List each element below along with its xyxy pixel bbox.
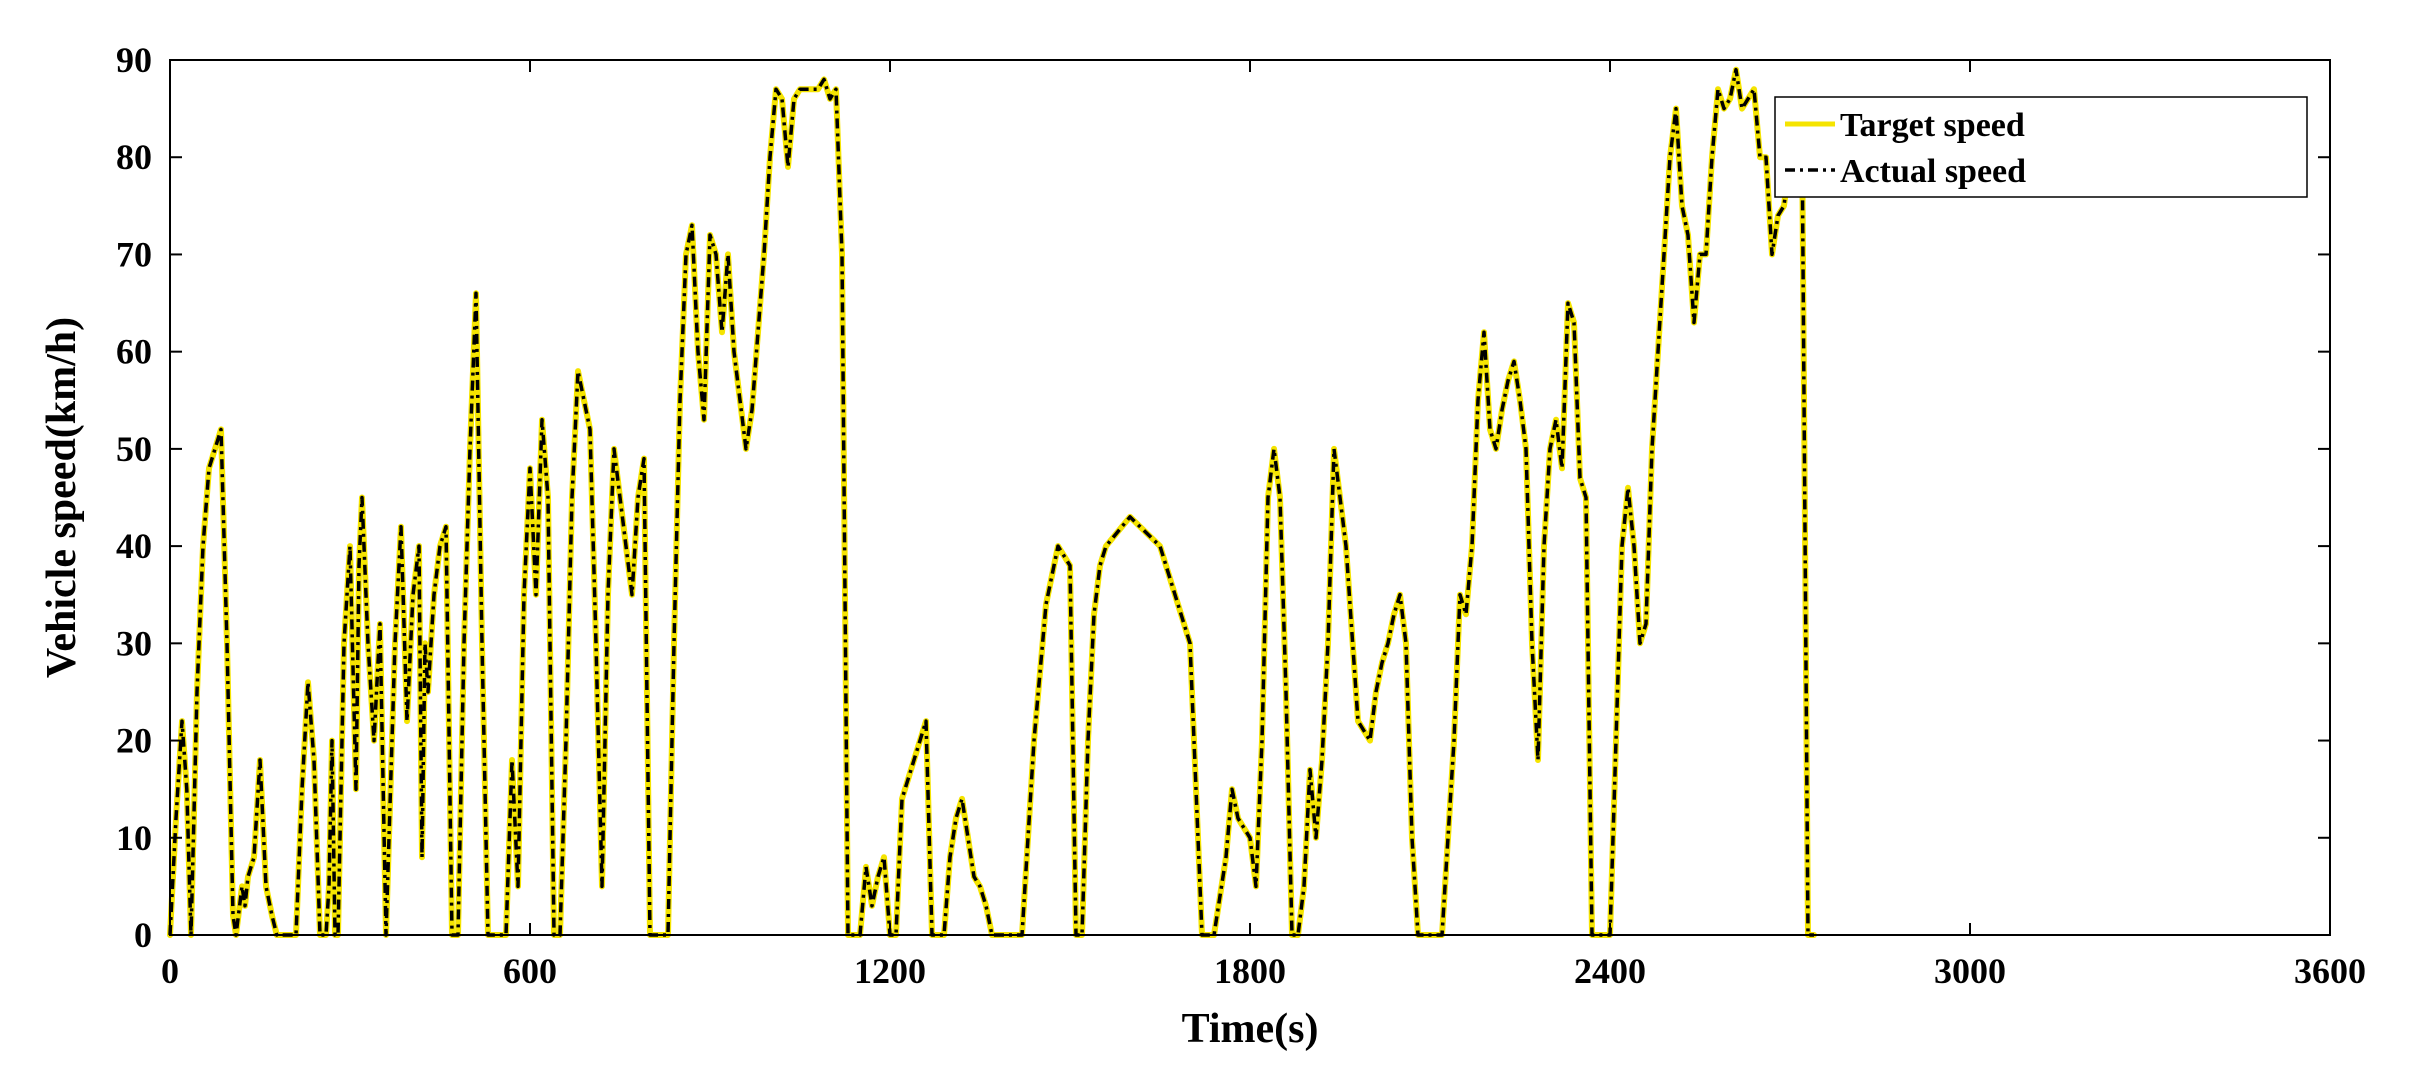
x-axis-label: Time(s) bbox=[1182, 1006, 1319, 1052]
y-tick-label: 10 bbox=[116, 818, 152, 858]
legend-box bbox=[1774, 96, 2308, 198]
x-tick-label: 3000 bbox=[1934, 951, 2006, 991]
y-tick-label: 90 bbox=[116, 40, 152, 80]
x-axis-ticks: 0 600 1200 1800 2400 3000 3600 bbox=[161, 60, 2366, 991]
x-tick-label: 600 bbox=[503, 951, 557, 991]
y-tick-label: 50 bbox=[116, 429, 152, 469]
plot-area bbox=[167, 66, 1817, 938]
x-tick-label: 0 bbox=[161, 951, 179, 991]
y-axis-ticks: 0 10 20 30 40 50 60 70 80 90 bbox=[116, 40, 2330, 955]
target-speed-line bbox=[167, 66, 1817, 938]
y-tick-label: 60 bbox=[116, 332, 152, 372]
x-tick-label: 1200 bbox=[854, 951, 926, 991]
y-tick-label: 30 bbox=[116, 623, 152, 663]
legend-target-label: Target speed bbox=[1840, 107, 2025, 144]
y-tick-label: 20 bbox=[116, 721, 152, 761]
y-tick-label: 70 bbox=[116, 234, 152, 274]
y-axis-label: Vehicle speed(km/h) bbox=[39, 317, 85, 678]
y-tick-label: 80 bbox=[116, 137, 152, 177]
legend: Target speed Actual speed bbox=[1774, 96, 2308, 198]
y-tick-label: 0 bbox=[134, 915, 152, 955]
x-tick-label: 1800 bbox=[1214, 951, 1286, 991]
y-tick-label: 40 bbox=[116, 526, 152, 566]
actual-speed-line bbox=[168, 67, 1814, 937]
x-tick-label: 3600 bbox=[2294, 951, 2366, 991]
legend-actual-label: Actual speed bbox=[1840, 153, 2026, 190]
x-tick-label: 2400 bbox=[1574, 951, 1646, 991]
